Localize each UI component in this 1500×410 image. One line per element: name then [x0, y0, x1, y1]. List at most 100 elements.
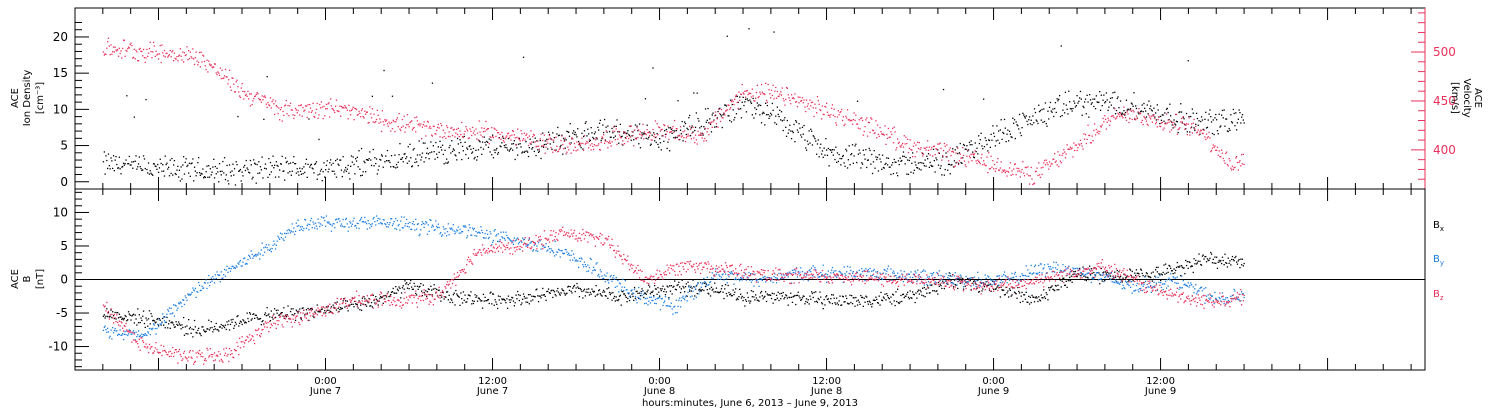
- velocity-point: [331, 107, 333, 110]
- by-point: [545, 243, 547, 245]
- density-point: [299, 167, 301, 169]
- bx-point: [349, 304, 351, 306]
- velocity-point: [1206, 137, 1209, 139]
- bx-point: [811, 292, 814, 295]
- velocity-point: [492, 136, 495, 139]
- density-point: [266, 76, 268, 78]
- velocity-point: [1224, 162, 1226, 164]
- density-point: [993, 132, 995, 134]
- bx-point: [906, 293, 908, 295]
- time-tick-label: 12:00: [812, 376, 841, 387]
- velocity-point: [794, 93, 796, 95]
- by-point: [391, 224, 394, 227]
- velocity-point: [309, 107, 312, 109]
- bx-point: [1126, 275, 1128, 277]
- velocity-point: [942, 149, 945, 152]
- bx-point: [570, 290, 572, 292]
- velocity-point: [622, 140, 624, 142]
- by-point: [238, 263, 240, 265]
- velocity-point: [569, 143, 571, 146]
- velocity-point: [648, 131, 650, 133]
- density-point: [334, 173, 336, 175]
- density-point: [945, 152, 947, 154]
- velocity-point: [1195, 125, 1197, 128]
- by-point: [253, 255, 255, 257]
- velocity-point: [627, 140, 629, 143]
- density-point: [155, 165, 157, 168]
- velocity-point: [579, 144, 581, 146]
- density-point: [139, 166, 141, 168]
- by-point: [203, 287, 205, 289]
- velocity-point: [482, 131, 485, 133]
- density-point: [141, 169, 143, 172]
- density-point: [712, 112, 714, 114]
- density-point: [1217, 133, 1219, 135]
- density-point: [394, 154, 396, 156]
- by-point: [462, 225, 464, 227]
- bx-point: [673, 285, 675, 287]
- density-point: [294, 163, 297, 165]
- velocity-point: [1109, 124, 1111, 126]
- velocity-point: [691, 132, 693, 134]
- bx-point: [1160, 273, 1163, 275]
- bx-point: [532, 295, 535, 297]
- density-point: [887, 157, 890, 159]
- density-point: [487, 141, 489, 143]
- bx-point: [568, 289, 571, 291]
- bx-point: [664, 294, 667, 296]
- density-point: [533, 150, 535, 153]
- density-point: [914, 161, 916, 163]
- density-point: [1170, 115, 1172, 117]
- density-point: [1185, 128, 1187, 130]
- velocity-point: [271, 100, 273, 103]
- velocity-point: [1221, 149, 1223, 151]
- by-point: [299, 226, 302, 228]
- density-point: [801, 126, 804, 128]
- density-point: [501, 142, 503, 144]
- velocity-point: [669, 131, 672, 133]
- velocity-point: [1165, 113, 1168, 115]
- density-point: [856, 161, 858, 164]
- velocity-point: [1025, 166, 1027, 169]
- bx-point: [1221, 256, 1224, 258]
- velocity-point: [957, 163, 960, 166]
- density-point: [745, 111, 748, 113]
- bx-point: [1051, 285, 1053, 287]
- bx-point: [471, 303, 473, 305]
- density-point: [203, 177, 205, 179]
- bx-point: [359, 309, 361, 311]
- by-point: [438, 226, 440, 229]
- bx-point: [118, 313, 120, 315]
- bx-point: [765, 291, 767, 293]
- density-point: [344, 169, 346, 171]
- bx-point: [575, 287, 577, 289]
- density-point: [1160, 115, 1162, 118]
- by-point: [162, 313, 164, 315]
- velocity-point: [603, 134, 605, 136]
- velocity-point: [605, 130, 607, 132]
- velocity-point: [183, 61, 185, 63]
- bx-point: [146, 319, 148, 321]
- velocity-point: [917, 141, 919, 143]
- velocity-point: [1137, 111, 1139, 113]
- bx-point: [253, 313, 255, 315]
- density-point: [978, 142, 981, 145]
- bx-point: [198, 327, 200, 329]
- bx-point: [1170, 270, 1173, 272]
- bx-point: [694, 295, 696, 297]
- velocity-point: [1182, 116, 1184, 118]
- velocity-point: [1045, 159, 1047, 161]
- by-point: [382, 219, 384, 221]
- density-point: [1110, 104, 1112, 106]
- velocity-point: [288, 115, 290, 117]
- density-point: [791, 130, 794, 132]
- velocity-point: [940, 147, 942, 149]
- bx-point: [446, 291, 449, 293]
- velocity-point: [1036, 167, 1038, 169]
- density-point: [1041, 108, 1043, 111]
- bx-point: [131, 315, 133, 317]
- velocity-point: [204, 65, 206, 67]
- velocity-point: [1119, 112, 1122, 114]
- velocity-point: [951, 150, 953, 153]
- density-point: [1069, 108, 1072, 110]
